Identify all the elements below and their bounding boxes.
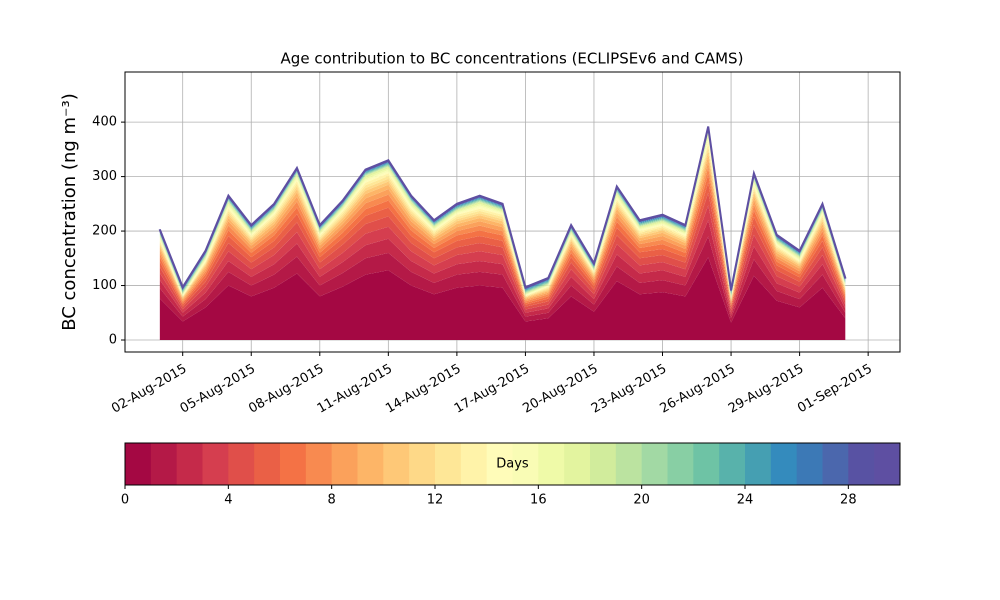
area-band xyxy=(159,192,846,312)
area-band xyxy=(159,257,846,341)
area-band xyxy=(159,182,846,309)
colorbar-bin xyxy=(435,443,462,485)
x-tick-label: 20-Aug-2015 xyxy=(520,362,600,417)
colorbar-tick-label: 16 xyxy=(530,493,547,508)
y-tick-label: 300 xyxy=(92,169,117,184)
colorbar-bin xyxy=(176,443,203,485)
area-band xyxy=(159,174,846,307)
y-tick-label: 100 xyxy=(92,278,117,293)
area-band xyxy=(159,220,846,319)
colorbar-bin xyxy=(305,443,333,485)
colorbar-bin xyxy=(615,443,643,485)
colorbar-bin xyxy=(667,443,694,485)
colorbar-tick-label: 20 xyxy=(633,493,650,508)
colorbar-bin xyxy=(409,443,436,485)
colorbar-tick-label: 0 xyxy=(121,493,129,508)
colorbar-bin xyxy=(357,443,384,485)
colorbar-tick-label: 8 xyxy=(328,493,336,508)
y-axis-label: BC concentration (ng m⁻³) xyxy=(59,93,80,331)
colorbar-bin xyxy=(254,443,281,485)
colorbar-tick-label: 4 xyxy=(224,493,232,508)
colorbar-bin xyxy=(486,443,513,485)
colorbar-bin xyxy=(383,443,410,485)
colorbar-bin xyxy=(770,443,798,485)
colorbar-bin xyxy=(512,443,539,485)
colorbar-bin xyxy=(228,443,255,485)
colorbar-bin xyxy=(280,443,307,485)
colorbar-bin xyxy=(693,443,720,485)
y-tick-label: 200 xyxy=(92,224,117,239)
colorbar-tick-label: 28 xyxy=(840,493,857,508)
colorbar-bin xyxy=(796,443,823,485)
colorbar-bin xyxy=(641,443,668,485)
colorbar-tick-label: 12 xyxy=(427,493,444,508)
y-tick-label: 0 xyxy=(109,333,117,348)
colorbar-bin xyxy=(125,443,152,485)
x-tick-label: 08-Aug-2015 xyxy=(246,362,326,417)
x-tick-label: 14-Aug-2015 xyxy=(383,362,463,417)
x-tick-label: 11-Aug-2015 xyxy=(315,362,395,417)
colorbar-bin xyxy=(848,443,875,485)
colorbar-frame xyxy=(124,442,901,486)
plot-frame xyxy=(124,71,901,353)
x-tick-label: 17-Aug-2015 xyxy=(452,362,532,417)
colorbar-bin xyxy=(564,443,591,485)
x-tick-label: 02-Aug-2015 xyxy=(109,362,189,417)
colorbar-bin xyxy=(822,443,849,485)
colorbar-bin xyxy=(719,443,746,485)
colorbar-bin xyxy=(331,443,358,485)
colorbar-bin xyxy=(460,443,488,485)
colorbar-tick-label: 24 xyxy=(737,493,754,508)
x-tick-label: 05-Aug-2015 xyxy=(178,362,258,417)
colorbar-label: Days xyxy=(496,457,529,472)
colorbar-bin xyxy=(874,443,901,485)
y-tick-label: 400 xyxy=(92,115,117,130)
x-tick-label: 01-Sep-2015 xyxy=(795,362,875,417)
x-tick-label: 23-Aug-2015 xyxy=(589,362,669,417)
colorbar-bin xyxy=(150,443,178,485)
x-tick-label: 29-Aug-2015 xyxy=(726,362,806,417)
x-tick-label: 26-Aug-2015 xyxy=(657,362,737,417)
colorbar-bin xyxy=(538,443,565,485)
colorbar-bin xyxy=(590,443,617,485)
area-band xyxy=(159,205,846,315)
chart-title: Age contribution to BC concentrations (E… xyxy=(281,50,744,68)
area-band xyxy=(159,236,846,323)
colorbar-bin xyxy=(202,443,229,485)
colorbar-bin xyxy=(745,443,772,485)
area-band xyxy=(158,126,847,291)
